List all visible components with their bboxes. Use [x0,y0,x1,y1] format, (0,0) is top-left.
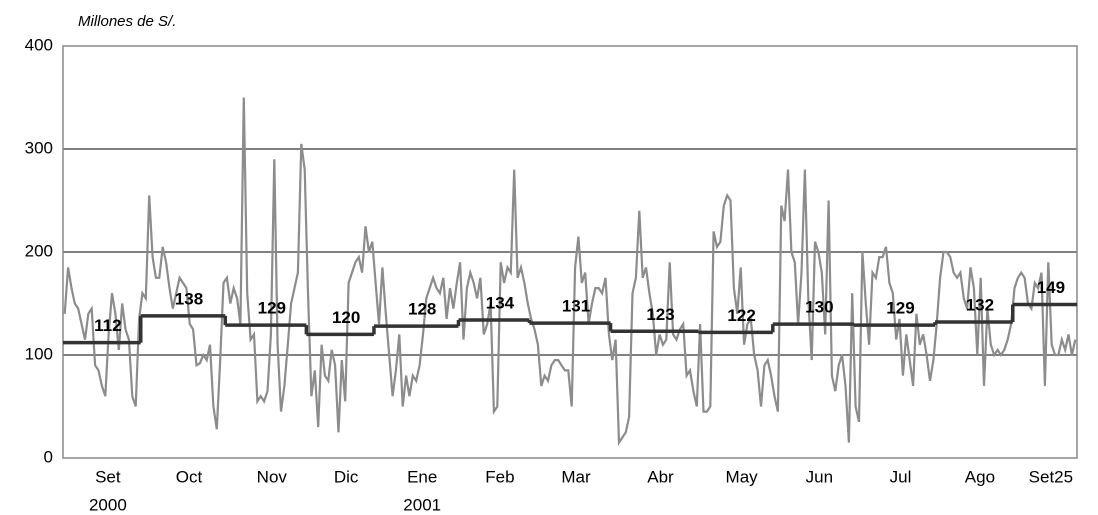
value-label: 132 [966,296,994,315]
x-tick-label: Ago [965,467,995,486]
value-label: 131 [562,297,590,316]
x-tick-label: Mar [561,467,591,486]
value-label: 138 [175,289,203,308]
value-label: 128 [408,300,436,319]
x-tick-label: Jul [890,467,912,486]
x-tick-label: Set [95,467,121,486]
year-label: 2000 [89,495,127,514]
y-tick-label: 200 [25,241,53,260]
daily-line [63,97,1077,447]
x-tick-label: Oct [176,467,203,486]
plot-border [62,45,1078,459]
y-axis-label: Millones de S/. [78,13,176,30]
value-label: 112 [94,316,121,335]
value-label: 134 [486,293,515,312]
y-tick-label: 100 [25,344,53,363]
y-tick-label: 300 [25,138,53,157]
x-tick-label: Jun [806,467,833,486]
value-label: 130 [805,298,833,317]
value-label: 149 [1037,278,1065,297]
value-label: 122 [727,306,755,325]
x-tick-label: Set25 [1029,467,1073,486]
x-tick-label: Dic [334,467,359,486]
value-label: 129 [886,299,914,318]
x-tick-label: Nov [257,467,288,486]
value-label: 123 [646,305,674,324]
value-label: 120 [332,308,360,327]
y-tick-label: 0 [44,447,53,466]
x-tick-label: Ene [407,467,437,486]
year-label: 2001 [403,495,441,514]
x-tick-label: Feb [485,467,514,486]
value-label: 129 [258,299,286,318]
x-tick-label: Abr [647,467,674,486]
y-tick-label: 400 [25,35,53,54]
x-tick-label: May [726,467,759,486]
